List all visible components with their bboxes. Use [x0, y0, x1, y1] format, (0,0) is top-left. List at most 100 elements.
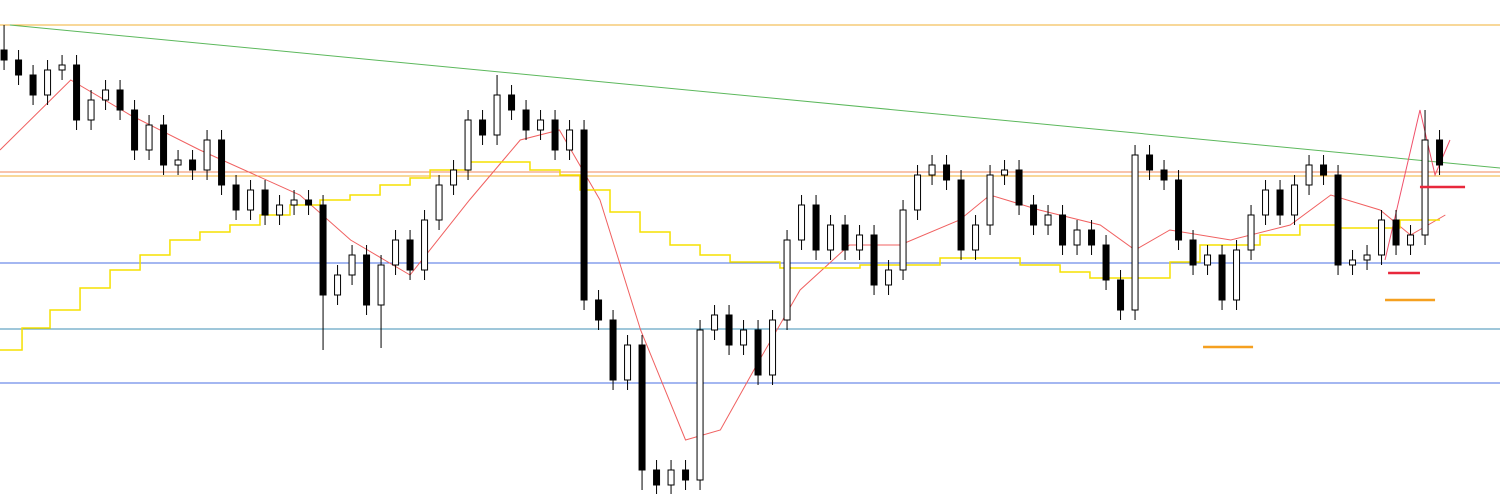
- candle-body: [508, 94, 516, 111]
- candle-body: [1015, 169, 1023, 206]
- candle-body: [1291, 184, 1299, 216]
- candle-body: [305, 199, 313, 206]
- candle-body: [203, 139, 211, 171]
- candle-body: [696, 329, 704, 481]
- candle-body: [943, 164, 951, 181]
- candle-body: [435, 184, 443, 221]
- candle-body: [725, 314, 733, 346]
- candle-body: [841, 224, 849, 251]
- candle-body: [421, 219, 429, 271]
- candle-body: [1276, 189, 1284, 216]
- candle-body: [450, 169, 458, 186]
- overlay-line: [9, 24, 1500, 169]
- candle-body: [986, 174, 994, 226]
- candle-body: [493, 94, 501, 136]
- candle-body: [769, 319, 777, 376]
- candle-body: [392, 239, 400, 266]
- candle-body: [87, 99, 95, 121]
- candle-body: [1247, 214, 1255, 251]
- candle-body: [116, 89, 124, 111]
- candle-body: [29, 74, 37, 96]
- candle-body: [899, 209, 907, 271]
- candle-body: [783, 239, 791, 321]
- candle-body: [885, 269, 893, 286]
- candle-body: [73, 64, 81, 121]
- candle-body: [624, 344, 632, 381]
- candle-body: [1334, 174, 1342, 266]
- candle-body: [44, 69, 52, 96]
- candle-body: [406, 239, 414, 271]
- step-line: [0, 161, 1440, 351]
- candle-body: [1204, 254, 1212, 266]
- candle-body: [1320, 164, 1328, 176]
- candle-body: [1175, 179, 1183, 241]
- candle-body: [189, 159, 197, 171]
- candle-body: [914, 174, 922, 211]
- candle-body: [1262, 189, 1270, 216]
- candle-body: [247, 189, 255, 211]
- candle-body: [1073, 229, 1081, 246]
- candle-body: [1102, 244, 1110, 281]
- candle-body: [798, 204, 806, 241]
- candle-body: [479, 119, 487, 136]
- candle-body: [1218, 254, 1226, 301]
- candle-body: [928, 164, 936, 176]
- candle-body: [957, 179, 965, 251]
- candle-body: [276, 204, 284, 216]
- candle-body: [58, 64, 66, 71]
- candle-body: [522, 109, 530, 131]
- candle-body: [870, 234, 878, 286]
- candle-body: [1044, 214, 1052, 226]
- candle-body: [131, 109, 139, 151]
- candle-body: [580, 129, 588, 301]
- candle-body: [1378, 219, 1386, 256]
- candle-body: [1407, 234, 1415, 246]
- candle-body: [0, 49, 8, 61]
- candle-body: [1030, 204, 1038, 226]
- candle-body: [1088, 229, 1096, 246]
- candle-body: [1146, 154, 1154, 171]
- candle-body: [290, 199, 298, 206]
- candle-body: [1117, 279, 1125, 311]
- candle-body: [856, 234, 864, 251]
- candle-body: [566, 129, 574, 151]
- candle-body: [1363, 254, 1371, 261]
- candle-body: [754, 329, 762, 376]
- candle-body: [160, 124, 168, 166]
- candle-body: [1233, 249, 1241, 301]
- candle-body: [145, 124, 153, 151]
- candle-body: [1436, 139, 1444, 166]
- candle-body: [638, 344, 646, 471]
- candle-body: [537, 119, 545, 131]
- candle-body: [377, 264, 385, 306]
- candle-body: [1305, 164, 1313, 186]
- candle-body: [1131, 154, 1139, 311]
- candle-body: [464, 119, 472, 171]
- candle-body: [348, 254, 356, 276]
- candle-body: [363, 254, 371, 306]
- candle-body: [667, 469, 675, 486]
- candle-body: [232, 184, 240, 211]
- candle-body: [653, 469, 661, 486]
- candle-body: [1349, 259, 1357, 266]
- overlay-line: [0, 79, 1446, 441]
- candle-body: [551, 119, 559, 151]
- candle-body: [261, 189, 269, 216]
- candle-body: [218, 139, 226, 186]
- candle-body: [609, 319, 617, 381]
- candle-body: [740, 329, 748, 346]
- candle-body: [1189, 239, 1197, 266]
- candle-body: [972, 224, 980, 251]
- candle-body: [827, 224, 835, 251]
- candle-body: [15, 59, 23, 76]
- candle-body: [1059, 214, 1067, 246]
- candle-body: [319, 204, 327, 296]
- candle-body: [1160, 169, 1168, 181]
- candle-body: [102, 89, 110, 101]
- candle-body: [174, 159, 182, 166]
- candle-body: [334, 274, 342, 296]
- candle-body: [1392, 219, 1400, 246]
- candle-body: [812, 204, 820, 251]
